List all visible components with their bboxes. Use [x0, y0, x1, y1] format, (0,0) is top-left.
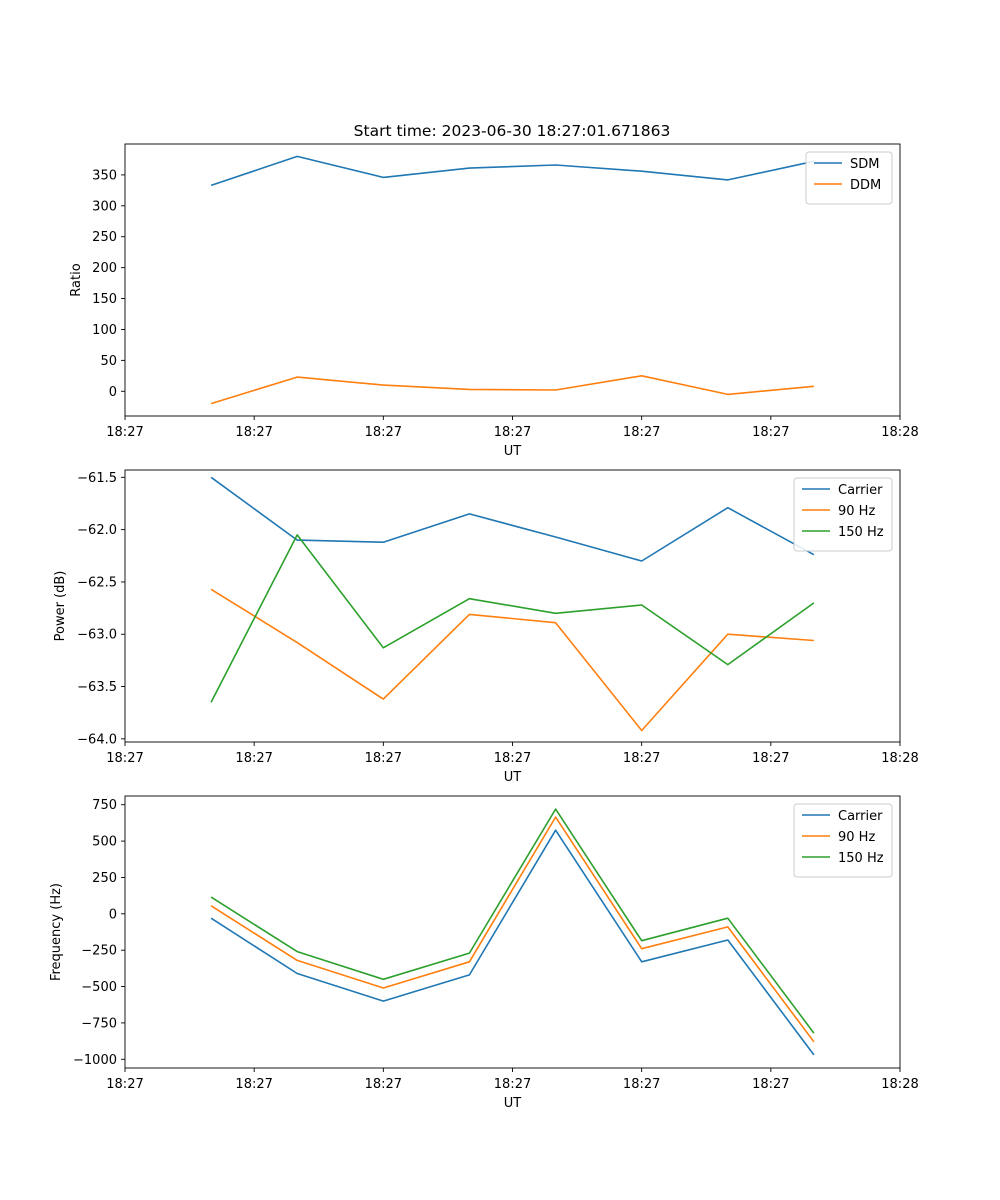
axes-frame — [124, 795, 901, 1069]
y-tick-label: 100 — [92, 323, 117, 338]
series-line-ddm — [210, 374, 814, 405]
y-tick-label: 150 — [92, 292, 117, 307]
x-tick-label: 18:27 — [106, 1077, 143, 1092]
y-tick-label: −64.0 — [77, 732, 117, 747]
series-line-150-hz — [210, 534, 815, 703]
legend-label: 90 Hz — [838, 830, 875, 845]
legend-box — [793, 803, 893, 878]
legend-box — [793, 477, 893, 552]
legend: Carrier 90 Hz 150 Hz — [793, 803, 893, 878]
y-tick-label: −250 — [81, 944, 117, 959]
series-line-90-hz — [210, 816, 815, 1043]
y-tick-label: 50 — [100, 354, 117, 369]
axes-frame — [124, 143, 901, 417]
subplot-2: 18:27 18:27 18:27 18:27 18:27 18:27 18:28 −64.0… — [53, 469, 919, 785]
x-axis-label: UT — [504, 770, 522, 785]
legend-label: 150 Hz — [838, 851, 884, 866]
x-tick-label: 18:27 — [365, 425, 402, 440]
series-line-150-hz — [210, 808, 815, 1034]
legend-label: Carrier — [838, 809, 883, 824]
x-tick-label: 18:27 — [623, 425, 660, 440]
legend-label: DDM — [850, 178, 881, 193]
y-tick-label: 500 — [92, 835, 117, 850]
y-tick-label: 200 — [92, 261, 117, 276]
subplot-1: 18:27 18:27 18:27 18:27 18:27 18:27 18:28 0 50 10… — [69, 143, 919, 459]
x-tick-label: 18:27 — [623, 751, 660, 766]
legend: SDM DDM — [805, 151, 893, 205]
x-axis-label: UT — [504, 444, 522, 459]
x-tick-label: 18:27 — [365, 751, 402, 766]
y-tick-label: −500 — [81, 980, 117, 995]
x-tick-label: 18:28 — [881, 425, 918, 440]
series-line-sdm — [210, 155, 815, 187]
x-tick-label: 18:27 — [494, 1077, 531, 1092]
figure-title: Start time: 2023-06-30 18:27:01.671863 — [354, 122, 671, 140]
x-tick-label: 18:27 — [494, 751, 531, 766]
y-tick-label: −750 — [81, 1016, 117, 1031]
y-tick-label: −62.0 — [77, 523, 117, 538]
subplot-3: 18:27 18:27 18:27 18:27 18:27 18:27 18:28 −1000… — [49, 795, 919, 1111]
x-tick-label: 18:27 — [365, 1077, 402, 1092]
x-tick-label: 18:27 — [752, 751, 789, 766]
x-tick-label: 18:27 — [623, 1077, 660, 1092]
y-tick-label: −62.5 — [77, 575, 117, 590]
legend-label: 150 Hz — [838, 525, 884, 540]
y-tick-label: −63.0 — [77, 628, 117, 643]
y-tick-label: 0 — [109, 385, 117, 400]
y-tick-label: −63.5 — [77, 680, 117, 695]
x-tick-label: 18:28 — [881, 751, 918, 766]
x-tick-label: 18:27 — [235, 751, 272, 766]
x-tick-label: 18:28 — [881, 1077, 918, 1092]
series-line-90-hz — [210, 588, 814, 732]
x-tick-label: 18:27 — [106, 751, 143, 766]
x-axis-label: UT — [504, 1096, 522, 1111]
y-tick-label: 750 — [92, 798, 117, 813]
y-axis-label: Ratio — [69, 263, 84, 296]
legend-label: 90 Hz — [838, 504, 875, 519]
x-tick-label: 18:27 — [235, 1077, 272, 1092]
x-tick-label: 18:27 — [235, 425, 272, 440]
series-line-carrier — [210, 829, 815, 1056]
x-tick-label: 18:27 — [494, 425, 531, 440]
y-axis-label: Power (dB) — [53, 571, 68, 642]
y-tick-label: 350 — [92, 168, 117, 183]
y-tick-label: 250 — [92, 871, 117, 886]
y-tick-label: 0 — [109, 907, 117, 922]
series-line-carrier — [210, 476, 815, 562]
y-axis-label: Frequency (Hz) — [49, 883, 64, 981]
x-tick-label: 18:27 — [752, 425, 789, 440]
y-tick-label: −61.5 — [77, 471, 117, 486]
legend-label: SDM — [850, 157, 879, 172]
x-tick-label: 18:27 — [752, 1077, 789, 1092]
legend: Carrier 90 Hz 150 Hz — [793, 477, 893, 552]
y-tick-label: 250 — [92, 230, 117, 245]
legend-label: Carrier — [838, 483, 883, 498]
y-tick-label: 300 — [92, 199, 117, 214]
y-tick-label: −1000 — [73, 1053, 117, 1068]
legend-box — [805, 151, 893, 205]
x-tick-label: 18:27 — [106, 425, 143, 440]
